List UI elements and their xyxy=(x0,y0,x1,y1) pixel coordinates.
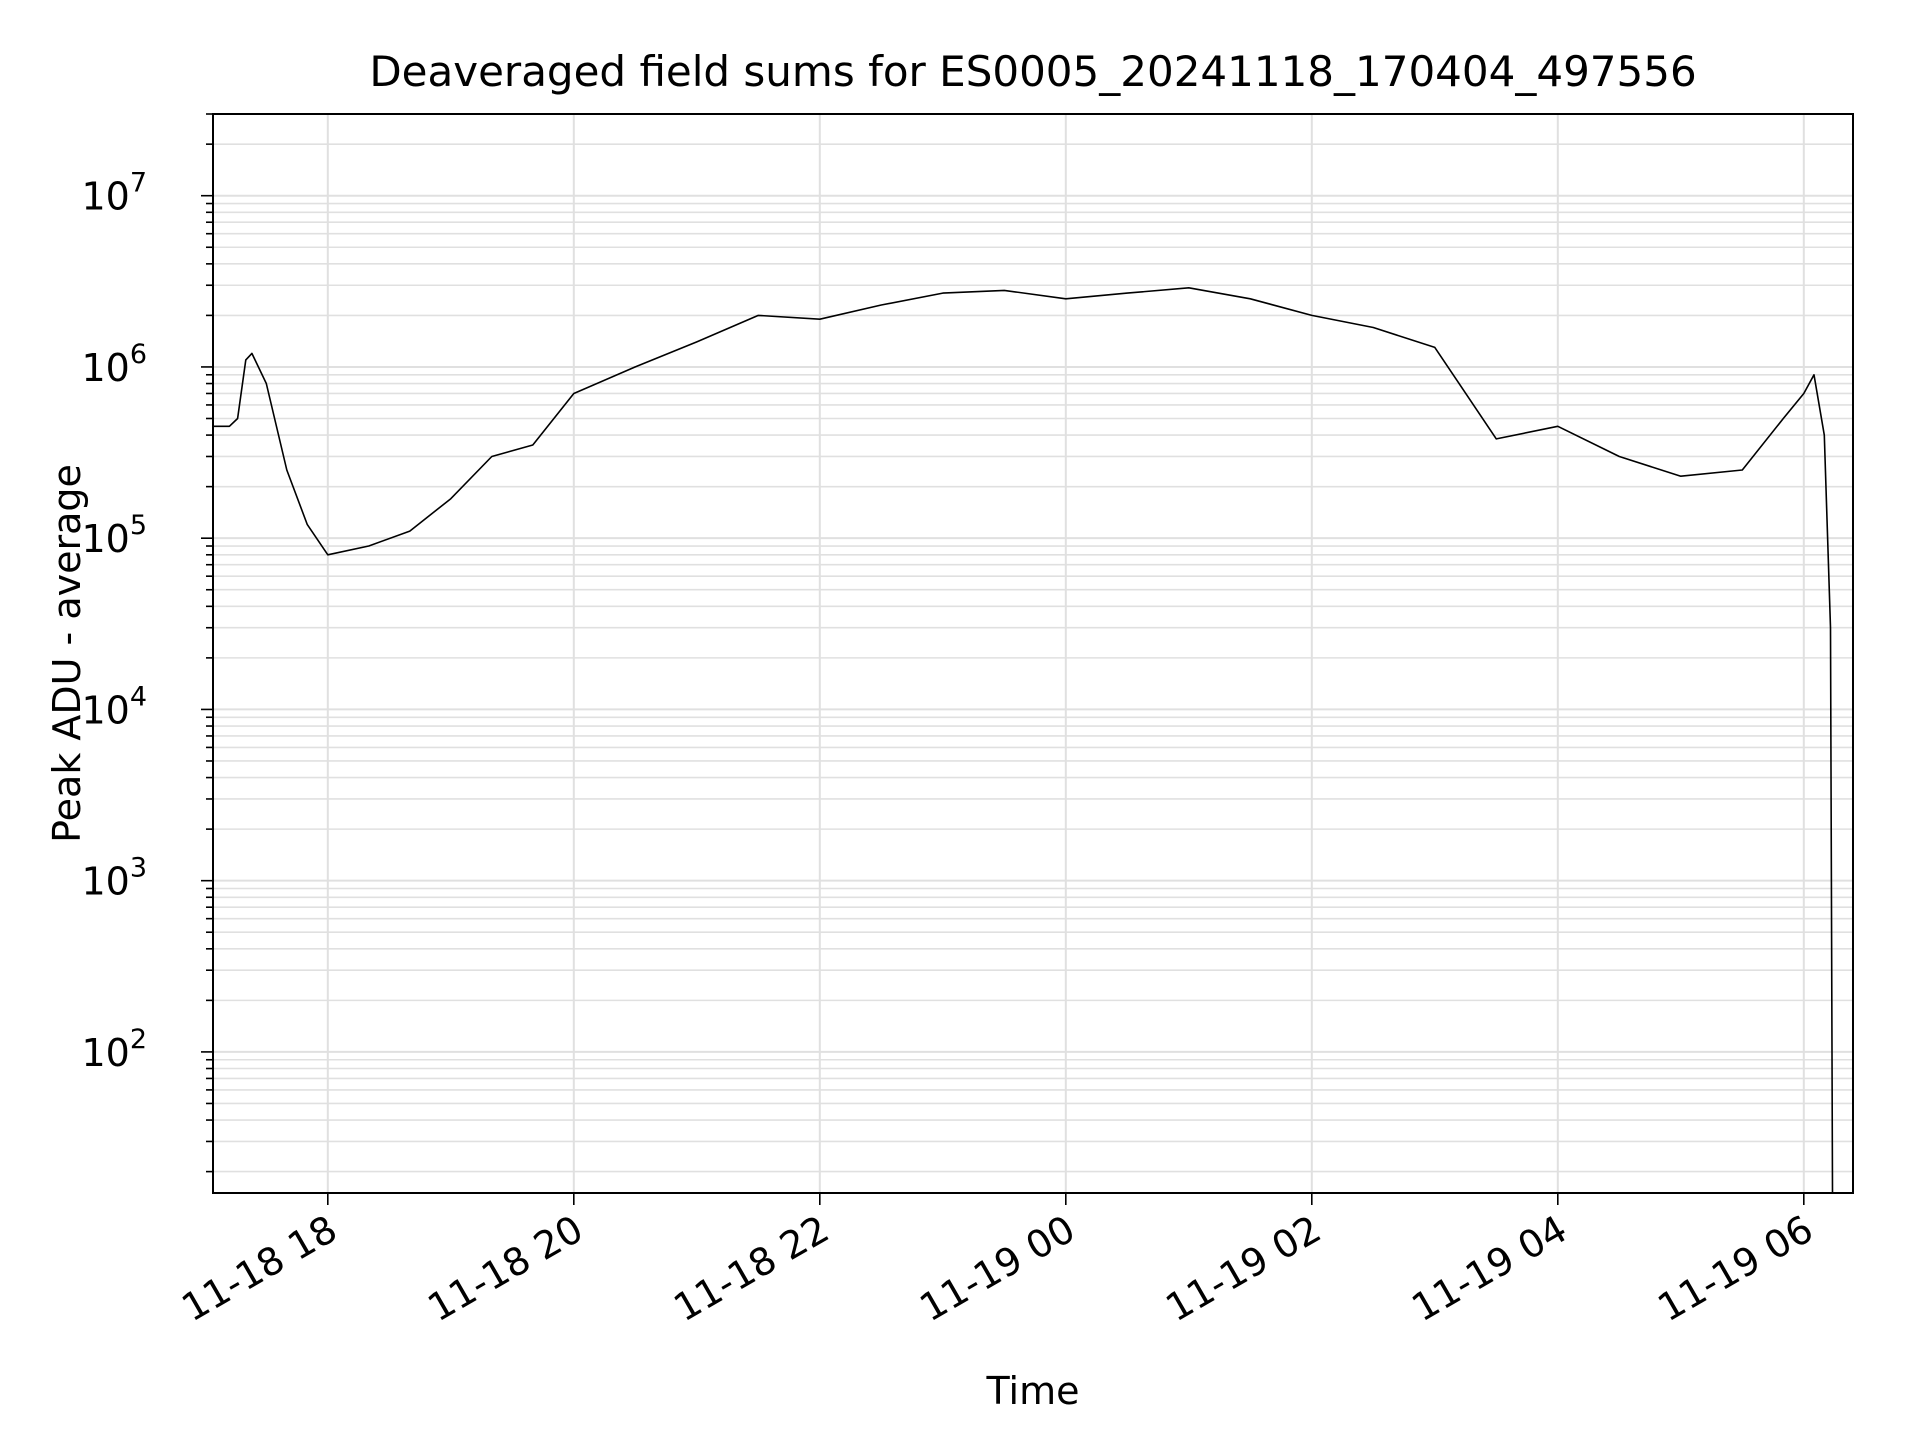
x-tick-label: 11-19 02 xyxy=(1158,1207,1328,1331)
y-tick-base: 10 xyxy=(81,860,129,904)
y-axis-label: Peak ADU - average xyxy=(45,464,89,843)
x-tick-label: 11-19 00 xyxy=(912,1207,1082,1331)
y-tick-base: 10 xyxy=(81,517,129,561)
y-tick-base: 10 xyxy=(81,346,129,390)
y-tick-label: 102 xyxy=(81,1024,147,1075)
y-tick-exponent: 4 xyxy=(130,681,147,712)
x-tick-label: 11-18 20 xyxy=(420,1207,590,1331)
series-layer xyxy=(213,287,1834,1194)
chart-title: Deaveraged field sums for ES0005_2024111… xyxy=(369,47,1696,96)
x-axis-label: Time xyxy=(986,1369,1080,1413)
y-tick-label: 107 xyxy=(81,168,147,219)
y-tick-exponent: 2 xyxy=(130,1024,147,1055)
x-tick-label: 11-19 04 xyxy=(1404,1207,1574,1331)
x-tick-label: 11-18 18 xyxy=(174,1207,344,1331)
y-tick-label: 103 xyxy=(81,853,147,904)
y-tick-base: 10 xyxy=(81,1031,129,1075)
x-tick-label: 11-18 22 xyxy=(666,1207,836,1331)
y-tick-base: 10 xyxy=(81,688,129,732)
data-series-line xyxy=(213,287,1834,1194)
plot-frame xyxy=(212,113,1854,1194)
y-tick-label: 106 xyxy=(81,339,147,390)
y-tick-label: 104 xyxy=(81,681,147,732)
y-tick-exponent: 5 xyxy=(130,510,147,541)
grid-layer xyxy=(213,113,1853,1193)
y-tick-exponent: 3 xyxy=(130,853,147,884)
y-tick-exponent: 7 xyxy=(130,168,147,199)
x-tick-label: 11-19 06 xyxy=(1650,1207,1820,1331)
y-tick-label: 105 xyxy=(81,510,147,561)
y-tick-base: 10 xyxy=(81,175,129,219)
y-tick-exponent: 6 xyxy=(130,339,147,370)
